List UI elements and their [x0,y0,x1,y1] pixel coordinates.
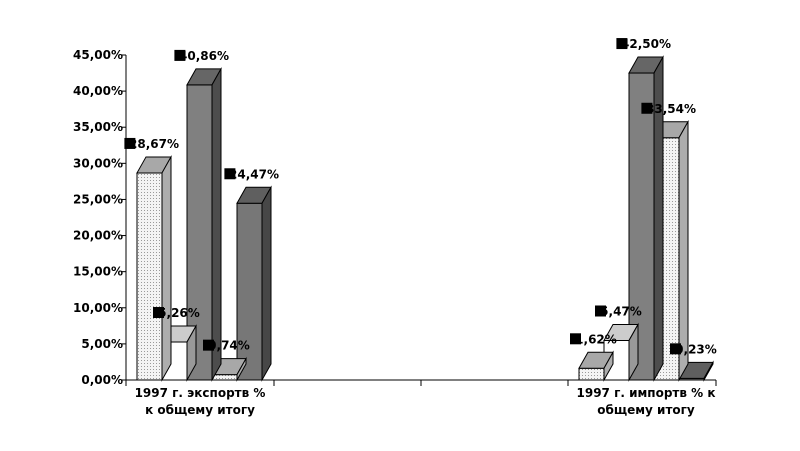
bar-side [211,66,222,382]
axes: 0,00% 5,00% 10,00% 15,00% 20,00% 25,00% 30,00%… [73,48,717,417]
bar-front [236,202,263,381]
y-tick-label: 35,00% [73,120,123,134]
marker-square [124,137,136,149]
marker-square [224,168,236,180]
y-tick-label: 25,00% [73,192,123,206]
bar-front [211,374,238,381]
data-label: 24,47% [229,167,279,181]
data-label: 0,23% [675,342,717,356]
bar [578,350,614,382]
data-label: 28,67% [129,137,179,151]
y-tick-label: 45,00% [73,48,123,62]
category-label: к общему итогу [145,403,255,417]
y-tick-label: 0,00% [81,373,123,387]
y-tick-label: 30,00% [73,156,123,170]
data-label: 0,74% [208,339,250,353]
marker-square [670,343,681,355]
bar-side [261,185,272,382]
bar-side [703,360,714,382]
bar-front [136,172,163,381]
marker-square [570,333,581,345]
y-tick-label: 5,00% [81,337,123,351]
y-tick-label: 40,00% [73,84,123,98]
data-label: 42,50% [621,37,671,51]
bar [236,185,272,382]
marker-square [174,49,186,61]
y-tick-label: 15,00% [73,265,123,279]
data-label: 5,47% [600,304,642,318]
bar [136,155,172,382]
bar [678,360,714,382]
bar-side [603,350,614,382]
bar-side [186,324,197,382]
marker-square [203,339,214,351]
bar [186,66,222,382]
data-label: 5,26% [158,306,200,320]
bar-side [161,155,172,382]
marker-square [595,305,606,317]
category-label: 1997 г. импортв % к [577,386,716,400]
bar-side [236,356,247,382]
marker-square [641,102,653,114]
data-label: 1,62% [575,332,617,346]
category-label: 1997 г. экспортв % [135,386,266,400]
bars [136,55,714,382]
data-label: 40,86% [179,49,229,63]
category-label: общему итогу [597,403,695,417]
data-label: 33,54% [646,102,696,116]
marker-square [616,38,628,50]
y-tick-label: 10,00% [73,301,123,315]
bar-side [628,322,639,382]
bar-front [578,367,605,381]
marker-square [153,307,164,319]
bar-side [653,55,664,382]
y-tick-label: 20,00% [73,229,123,243]
data-labels: 28,67% 5,26% 40,86% 0,74% 24,47% 1,62% 5,47% 42… [124,37,717,356]
bar-side [678,119,689,382]
